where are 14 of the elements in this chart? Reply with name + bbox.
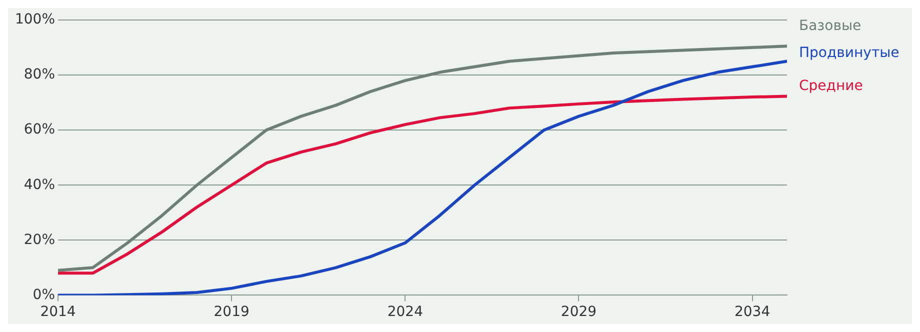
y-tick-label: 60% [24, 122, 56, 138]
y-tick-label: 20% [24, 232, 56, 248]
y-tick-label: 0% [32, 286, 56, 303]
x-tick-label: 2019 [214, 304, 250, 320]
y-tick-label: 100% [14, 12, 56, 28]
y-tick-label: 80% [24, 66, 56, 83]
x-tick-label: 2014 [40, 304, 76, 320]
series-label: Продвинутые [799, 44, 900, 61]
x-tick-label: 2024 [387, 304, 424, 320]
y-tick-label: 40% [24, 176, 56, 193]
series-label: Средние [799, 78, 863, 94]
x-tick-label: 2029 [560, 304, 597, 320]
series-label: Базовые [799, 18, 862, 34]
x-tick-label: 2034 [734, 304, 770, 320]
